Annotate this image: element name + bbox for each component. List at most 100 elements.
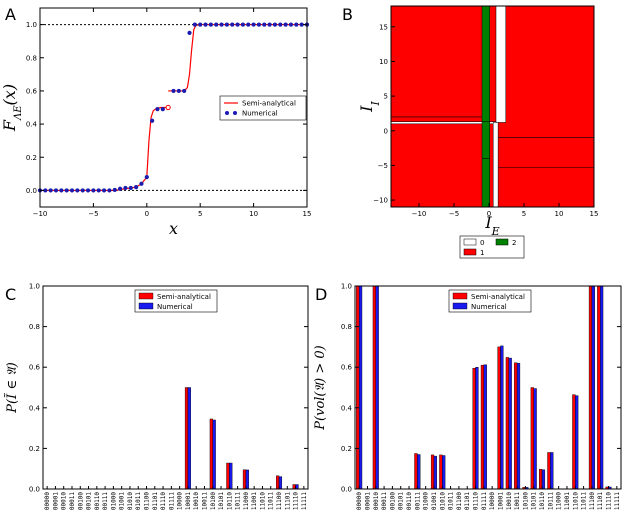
- legend-swatch-1: [463, 248, 477, 256]
- y-tick-label: 0: [384, 127, 388, 135]
- panel-letter-a: A: [5, 5, 16, 24]
- x-tick-label: 01010: [439, 492, 446, 510]
- point-numerical: [134, 185, 139, 190]
- x-tick-label: 15: [303, 210, 312, 218]
- plot-frame: [42, 285, 309, 490]
- point-numerical: [214, 22, 219, 27]
- point-numerical: [96, 188, 101, 193]
- point-numerical: [262, 22, 267, 27]
- x-tick-label: 00100: [77, 492, 84, 510]
- region-0: [495, 5, 507, 123]
- bar-semi-analytical: [588, 285, 593, 490]
- point-numerical: [69, 188, 75, 193]
- y-axis-label: FΛE(x): [0, 84, 24, 132]
- x-tick-label: 10001: [185, 492, 192, 510]
- x-tick-label: 00000: [356, 492, 363, 510]
- y-tick-label: 1.0: [29, 283, 40, 291]
- x-tick-label: 11101: [597, 492, 604, 510]
- x-tick-label: 00100: [389, 492, 396, 510]
- region-1: [390, 5, 595, 208]
- y-tick-label: 0.4: [26, 121, 38, 129]
- x-tick-label: 11000: [556, 492, 563, 510]
- chart-b: −10 −5 0 5 10 15 −10 −5 0 5 10 15 IE II 0 1 2: [357, 5, 599, 259]
- point-numerical: [256, 22, 262, 27]
- legend-swatch-2: [495, 238, 509, 246]
- legend-label: Semi-analytical: [471, 293, 525, 301]
- legend-label: Numerical: [471, 303, 507, 311]
- x-tick-label: 01011: [135, 492, 142, 510]
- bar-numerical: [442, 455, 446, 490]
- x-tick-label: 00111: [102, 492, 109, 510]
- y-tick-label: 0.6: [29, 364, 41, 372]
- panel-letter-c: C: [5, 285, 16, 304]
- bar-semi-analytical: [514, 362, 518, 490]
- legend-box: [448, 289, 532, 313]
- x-tick-label: 01100: [456, 492, 463, 510]
- x-tick-label: 10110: [226, 492, 233, 510]
- x-tick-label: 11011: [581, 492, 588, 510]
- x-tick-label: 00101: [398, 492, 405, 510]
- x-tick-label: 01000: [110, 492, 117, 510]
- y-tick-label: 0.2: [29, 445, 40, 453]
- y-tick-label: 15: [379, 23, 388, 31]
- x-tick-label: 5: [522, 210, 526, 218]
- x-tick-label: 10100: [522, 492, 529, 510]
- x-tick-label: 01001: [431, 492, 438, 510]
- x-tick-label: 15: [590, 210, 599, 218]
- bar-numerical: [500, 345, 504, 490]
- bar-semi-analytical: [597, 285, 601, 490]
- plot-frame: [354, 285, 622, 490]
- point-numerical: [150, 118, 155, 123]
- x-tick-label: 0: [145, 210, 149, 218]
- x-tick-label: 01100: [144, 492, 151, 510]
- x-tick-label: 01111: [481, 492, 488, 510]
- bar-semi-analytical: [530, 387, 534, 490]
- point-numerical: [198, 22, 203, 27]
- legend-label-1: 1: [480, 249, 484, 257]
- x-tick-label: 11000: [243, 492, 250, 510]
- point-numerical: [101, 188, 107, 193]
- x-tick-label: 11010: [572, 492, 579, 510]
- point-numerical: [203, 22, 208, 27]
- x-tick-label: 10101: [531, 492, 538, 510]
- x-tick-label: 11100: [276, 492, 283, 510]
- bar-semi-analytical: [505, 357, 509, 490]
- legend-swatch: [138, 292, 154, 300]
- point-numerical: [144, 175, 149, 180]
- point-numerical: [64, 188, 69, 193]
- point-numerical: [240, 22, 246, 27]
- x-tick-label: 11001: [564, 492, 571, 510]
- legend-swatch: [138, 302, 154, 310]
- legend-label-2: 2: [512, 239, 516, 247]
- bar-numerical: [483, 364, 487, 490]
- x-tick-label: 10010: [193, 492, 200, 510]
- x-tick-label: 11110: [293, 492, 300, 510]
- bar-numerical: [508, 357, 512, 490]
- y-tick-label: 0.6: [26, 87, 38, 95]
- point-numerical: [208, 22, 213, 27]
- x-tick-label: 01111: [168, 492, 175, 510]
- chart-a: −10 −5 0 5 10 15 0.0 0.2 0.4 0.6 0.8 1.0 Semi-analyt…: [0, 7, 312, 238]
- x-tick-label: −10: [33, 210, 48, 218]
- x-tick-label: 00011: [69, 492, 76, 510]
- legend-box: [219, 95, 307, 121]
- bar-numerical: [212, 419, 216, 490]
- x-tick-label: 10000: [177, 492, 184, 510]
- legend-label: Numerical: [157, 303, 193, 311]
- x-tick-label: 00011: [381, 492, 388, 510]
- point-numerical: [299, 22, 304, 27]
- x-tick-label: 10: [555, 210, 564, 218]
- point-numerical: [187, 30, 192, 35]
- bar-numerical: [575, 395, 579, 490]
- plot-frame: [39, 7, 308, 208]
- y-axis-label: P(Ĩ ∈ 𝔄): [4, 362, 20, 414]
- x-axis-label: x: [169, 219, 178, 238]
- x-tick-label: 10001: [497, 492, 504, 510]
- bar-semi-analytical: [356, 285, 360, 490]
- y-tick-label: 1.0: [341, 283, 352, 291]
- x-tick-label: 11011: [268, 492, 275, 510]
- bar-numerical: [475, 367, 479, 490]
- x-tick-label: 00111: [414, 492, 421, 510]
- x-tick-label: 10111: [547, 492, 554, 510]
- x-tick-label: 00010: [373, 492, 380, 510]
